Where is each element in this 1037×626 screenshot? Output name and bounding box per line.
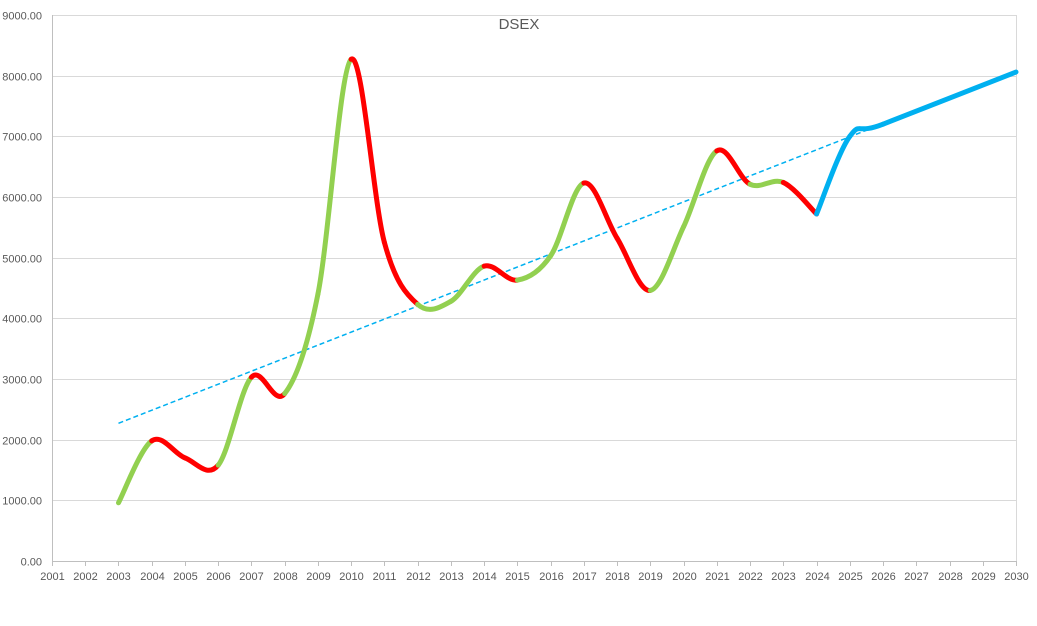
x-tick-label: 2025 [838, 571, 862, 583]
x-tick-label: 2026 [871, 571, 895, 583]
y-tick-label: 2000.00 [2, 436, 42, 448]
series-segment-fall [248, 372, 288, 399]
series-segment-fall [581, 180, 620, 241]
x-tick-label: 2008 [273, 571, 297, 583]
trendline-layer [118, 129, 867, 424]
x-tick-label: 2028 [938, 571, 962, 583]
series-segment-fall [149, 436, 188, 461]
x-tick-label: 2004 [140, 571, 164, 583]
x-tick-label: 2011 [373, 571, 397, 583]
series-segment-fall [780, 179, 820, 217]
series-segment-rise [548, 180, 587, 259]
x-tick-label: 2019 [638, 571, 662, 583]
y-tick-label: 9000.00 [2, 11, 42, 23]
series-segment-fall [182, 455, 221, 473]
x-tick-label: 2002 [73, 571, 97, 583]
trendline [118, 129, 867, 424]
x-tick-label: 2001 [40, 571, 64, 583]
y-tick-label: 7000.00 [2, 132, 42, 144]
axes [52, 15, 1017, 566]
x-tick-label: 2027 [904, 571, 928, 583]
series-segment-fall [481, 263, 520, 283]
series-segment-rise [282, 291, 321, 397]
x-tick-label: 2014 [472, 571, 496, 583]
x-tick-label: 2006 [206, 571, 230, 583]
series-layer [115, 56, 1019, 506]
x-tick-label: 2015 [505, 571, 529, 583]
x-tick-label: 2022 [738, 571, 762, 583]
x-tick-label: 2029 [971, 571, 995, 583]
series-segment-forecast [814, 133, 853, 217]
x-tick-label: 2013 [439, 571, 463, 583]
x-tick-label: 2005 [173, 571, 197, 583]
x-tick-label: 2018 [605, 571, 629, 583]
x-tick-label: 2030 [1004, 571, 1028, 583]
y-tick-label: 6000.00 [2, 193, 42, 205]
series-segment-rise [115, 438, 155, 506]
series-segment-rise [315, 56, 354, 297]
series-segment-fall [348, 56, 387, 245]
x-tick-label: 2016 [539, 571, 563, 583]
x-tick-label: 2017 [572, 571, 596, 583]
series-segment-forecast [880, 69, 1019, 127]
chart-title: DSEX [499, 16, 540, 33]
x-tick-label: 2023 [771, 571, 795, 583]
series-segment-fall [714, 147, 753, 187]
y-tick-label: 0.00 [21, 557, 42, 569]
x-tick-label: 2010 [339, 571, 363, 583]
grid-lines [52, 15, 1017, 561]
y-tick-label: 4000.00 [2, 314, 42, 326]
series-segment-rise [514, 253, 554, 283]
y-tick-label: 5000.00 [2, 254, 42, 266]
x-tick-label: 2007 [239, 571, 263, 583]
x-tick-label: 2012 [406, 571, 430, 583]
series-segment-rise [747, 178, 786, 188]
series-segment-rise [681, 148, 720, 230]
series-segment-rise [215, 374, 254, 468]
series-segment-forecast [847, 121, 886, 139]
y-tick-label: 3000.00 [2, 375, 42, 387]
series-segment-rise [448, 263, 487, 304]
y-tick-label: 1000.00 [2, 496, 42, 508]
series-segment-rise [415, 298, 454, 312]
x-tick-label: 2021 [705, 571, 729, 583]
series-segment-fall [381, 240, 421, 307]
series-segment-rise [647, 224, 687, 293]
tick-labels: 0.00 1000.00 2000.00 3000.00 4000.00 5000.00 6… [2, 11, 1029, 584]
x-tick-label: 2009 [306, 571, 330, 583]
x-tick-label: 2024 [805, 571, 829, 583]
y-tick-label: 8000.00 [2, 72, 42, 84]
x-tick-label: 2003 [106, 571, 130, 583]
x-tick-label: 2020 [672, 571, 696, 583]
series-segment-fall [614, 235, 653, 293]
